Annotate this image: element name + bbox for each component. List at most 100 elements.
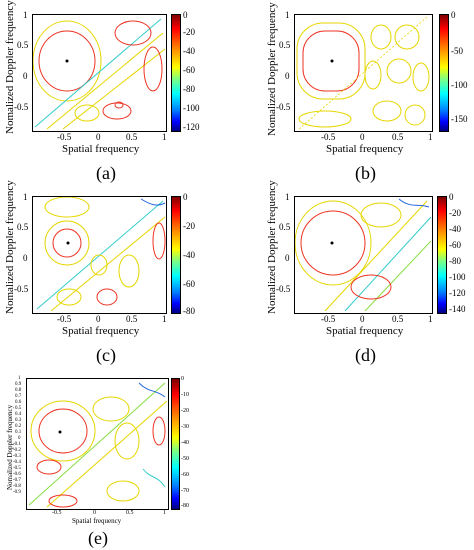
colorbar-tick: -70 (181, 488, 189, 494)
x-axis-label: Spatial frequency (326, 143, 404, 155)
x-tick: -0.5 (57, 132, 72, 142)
colorbar-tick: -20 (183, 221, 195, 231)
colorbar-tick: -100 (449, 272, 466, 282)
colorbar-tick: -40 (449, 224, 461, 234)
colorbar-tick: 0 (449, 192, 454, 202)
y-tick: 0 (23, 71, 28, 81)
y-tick: 1 (23, 10, 28, 20)
contour-plot (26, 378, 169, 510)
colorbar-tick: -120 (183, 122, 200, 132)
contour-lines (28, 382, 168, 508)
x-tick: -0.5 (321, 132, 336, 142)
contour-lines (33, 18, 166, 130)
y-axis-label: Nomalized Doppler frequency (266, 2, 278, 136)
y-tick: 0.8 (15, 388, 22, 393)
colorbar-tick: -60 (183, 65, 195, 75)
y-tick: 1 (285, 10, 290, 20)
colorbar-tick: 0 (183, 192, 188, 202)
colorbar-tick: -40 (181, 440, 189, 446)
y-tick: -0.5 (14, 102, 29, 112)
colorbar-tick: -60 (183, 279, 195, 289)
panel-caption: (d) (355, 345, 376, 365)
y-tick: 0.7 (15, 394, 22, 399)
y-tick: -0.3 (13, 454, 21, 459)
x-axis-label: Spatial frequency (72, 517, 122, 525)
x-tick: -0.5 (321, 314, 336, 324)
x-tick: 1 (162, 132, 167, 142)
y-tick: 0.5 (279, 40, 291, 50)
panel-caption: (e) (88, 528, 108, 548)
colorbar-tick: -80 (183, 84, 195, 94)
y-tick: -0.5 (14, 284, 29, 294)
contour-plot (294, 14, 433, 132)
x-tick: 0 (96, 132, 101, 142)
x-tick: 0 (96, 314, 101, 324)
x-tick: 1 (428, 132, 433, 142)
colorbar-tick: -60 (449, 240, 461, 250)
y-tick: 1 (18, 376, 21, 381)
panel-caption: (b) (355, 163, 376, 183)
y-tick: -0.5 (276, 102, 291, 112)
x-tick: 1 (162, 314, 167, 324)
y-tick: 0 (285, 253, 290, 263)
y-tick: -0.8 (13, 484, 21, 489)
contour-lines (295, 198, 432, 312)
colorbar-tick: -150 (451, 114, 468, 124)
x-tick: 0 (93, 510, 96, 516)
y-tick: 0 (18, 436, 21, 441)
y-tick: 0.2 (15, 424, 22, 429)
colorbar-tick: -100 (451, 80, 468, 90)
contour-lines (36, 197, 166, 312)
x-tick: 0.5 (126, 510, 134, 516)
contour-plot (32, 196, 167, 314)
panel-caption: (c) (96, 345, 116, 365)
colorbar-tick: -140 (449, 304, 466, 314)
x-tick: 0.5 (126, 132, 138, 142)
contour-plot (294, 196, 433, 314)
colorbar-tick: -20 (449, 208, 461, 218)
colorbar-tick: -20 (181, 408, 189, 414)
x-tick: 0.5 (126, 314, 138, 324)
colorbar (437, 196, 447, 314)
y-tick: -0.6 (13, 472, 21, 477)
x-tick: 0 (360, 314, 365, 324)
y-tick: -0.5 (13, 466, 21, 471)
colorbar-tick: -80 (181, 503, 189, 509)
x-tick: -0.5 (57, 314, 72, 324)
y-tick: -0.1 (13, 442, 21, 447)
y-tick: 0.9 (15, 382, 22, 387)
colorbar (171, 378, 180, 510)
x-axis-label: Spatial frequency (62, 325, 140, 337)
colorbar-tick: -120 (449, 288, 466, 298)
x-tick: 0 (360, 132, 365, 142)
colorbar-tick: 0 (183, 10, 188, 20)
colorbar-tick: -50 (451, 46, 463, 56)
contour-plot (32, 14, 167, 132)
colorbar-tick: -40 (183, 250, 195, 260)
y-tick: 0 (285, 71, 290, 81)
x-tick: 0.5 (392, 132, 404, 142)
x-tick: -0.5 (52, 510, 62, 516)
colorbar-tick: -50 (181, 456, 189, 462)
y-tick: 0.1 (15, 430, 22, 435)
colorbar-tick: 0 (451, 10, 456, 20)
colorbar-tick: -80 (183, 306, 195, 316)
y-tick: 0.5 (17, 40, 29, 50)
colorbar-tick: -40 (183, 46, 195, 56)
y-axis-label: Nomalized Doppler frequency (4, 0, 16, 134)
x-tick: 1 (163, 510, 166, 516)
y-tick: 0.5 (15, 406, 22, 411)
y-tick: -0.5 (276, 284, 291, 294)
contour-lines (296, 16, 430, 130)
y-tick: 1 (285, 192, 290, 202)
y-tick: -0.2 (13, 448, 21, 453)
y-tick: 0.5 (17, 222, 29, 232)
x-axis-label: Spatial frequency (62, 143, 140, 155)
colorbar-tick: -30 (181, 424, 189, 430)
y-tick: 0.3 (15, 418, 22, 423)
colorbar-tick: -80 (449, 256, 461, 266)
x-tick: 0.5 (392, 314, 404, 324)
y-tick: 0.5 (279, 222, 291, 232)
colorbar-tick: -100 (183, 103, 200, 113)
colorbar-tick: -60 (181, 472, 189, 478)
